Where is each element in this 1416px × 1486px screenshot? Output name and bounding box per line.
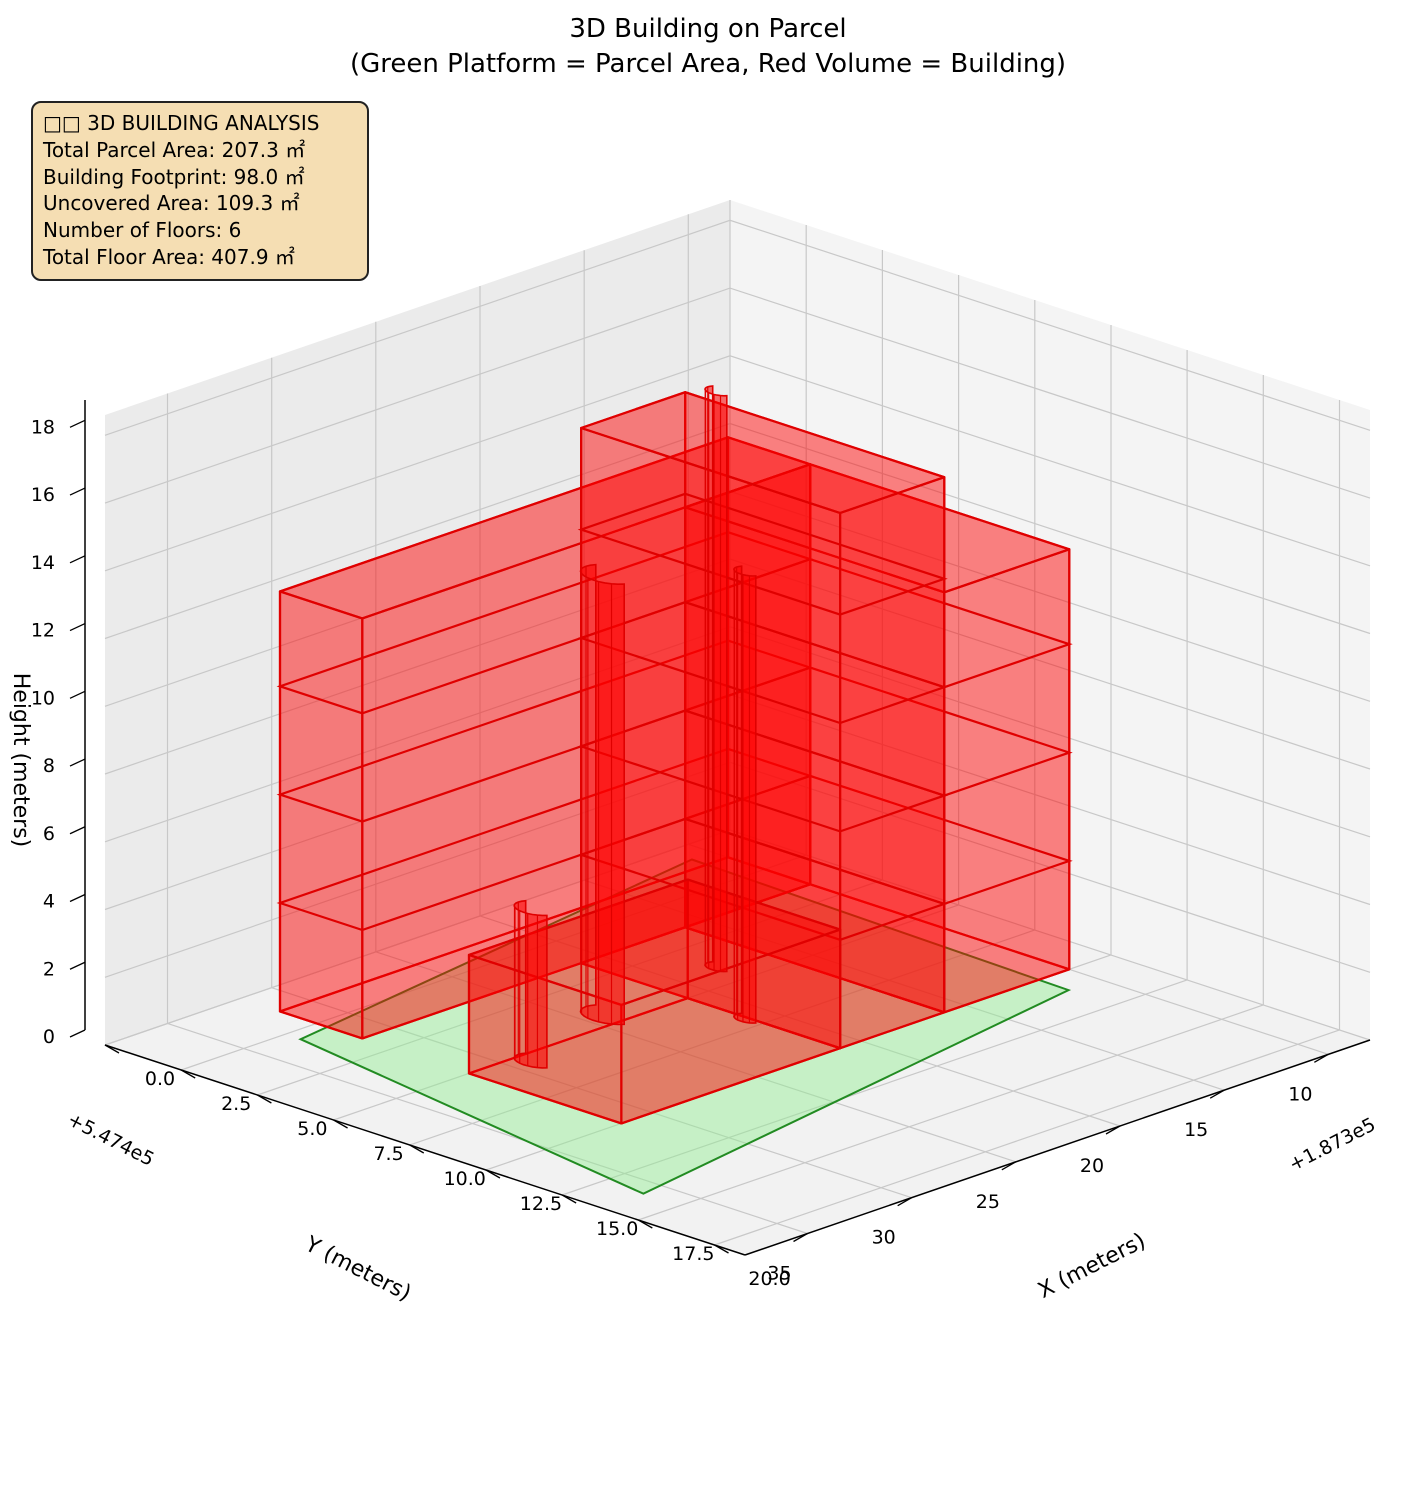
z-tick bbox=[69, 690, 86, 699]
info-building-footprint: Building Footprint: 98.0 ㎡ bbox=[43, 164, 305, 189]
axes-lines bbox=[69, 400, 1371, 1256]
z-tick-label: 14 bbox=[31, 552, 55, 574]
x-tick bbox=[714, 1244, 729, 1254]
chart-title-line-1: 3D Building on Parcel bbox=[569, 14, 846, 44]
y-tick bbox=[793, 1232, 808, 1243]
x-tick-label: 12.5 bbox=[520, 1193, 562, 1215]
x-tick-label: 20.0 bbox=[748, 1268, 790, 1290]
z-tick-label: 16 bbox=[31, 484, 55, 506]
x-offset-label: +1.873e5 bbox=[1285, 1113, 1379, 1175]
z-axis-title: Height (meters) bbox=[8, 673, 33, 848]
building-block-0-floor-line bbox=[276, 747, 814, 932]
y-tick-label: 15 bbox=[1184, 1119, 1208, 1141]
x-tick-label: 5.0 bbox=[297, 1118, 327, 1140]
x-tick bbox=[485, 1169, 501, 1179]
z-tick bbox=[69, 1029, 86, 1038]
grid-line-z bbox=[104, 355, 1371, 572]
y-tick bbox=[1001, 1161, 1017, 1171]
x-tick bbox=[104, 1044, 120, 1054]
z-tick-label: 10 bbox=[31, 687, 55, 709]
z-tick bbox=[69, 826, 86, 835]
y-axis-title: Y (meters) bbox=[300, 1231, 415, 1306]
building-block-2-face-top bbox=[579, 391, 946, 515]
z-tick-label: 2 bbox=[43, 958, 55, 980]
grid-line-z bbox=[104, 761, 1371, 978]
z-tick bbox=[69, 893, 86, 903]
x-axis-title: X (meters) bbox=[1034, 1229, 1149, 1304]
z-tick-label: 12 bbox=[31, 620, 55, 642]
building-block-2-floor-line bbox=[577, 492, 948, 616]
parcel-platform bbox=[298, 858, 1072, 1195]
y-tick bbox=[1314, 1053, 1329, 1063]
x-tick bbox=[638, 1219, 653, 1229]
x-tick bbox=[333, 1119, 348, 1129]
info-box-header: □□ 3D BUILDING ANALYSIS bbox=[43, 111, 320, 135]
building-block-0-face-front-y bbox=[278, 590, 364, 1040]
z-tick-label: 4 bbox=[43, 891, 55, 913]
info-total-floor-area: Total Floor Area: 407.9 ㎡ bbox=[43, 244, 295, 269]
y-tick bbox=[1105, 1125, 1121, 1135]
x-tick-label: 2.5 bbox=[221, 1093, 251, 1115]
grid-line-z bbox=[104, 287, 1371, 504]
axes-grid bbox=[104, 200, 1371, 1246]
info-number-of-floors: Number of Floors: 6 bbox=[43, 218, 242, 243]
y-axis-line bbox=[744, 1039, 1371, 1256]
info-uncovered-area: Uncovered Area: 109.3 ㎡ bbox=[43, 191, 300, 216]
y-tick-label: 30 bbox=[872, 1227, 896, 1249]
y-offset-label: +5.474e5 bbox=[64, 1108, 158, 1170]
y-tick bbox=[897, 1197, 912, 1207]
z-tick bbox=[69, 961, 86, 970]
z-tick bbox=[69, 555, 86, 564]
building-analysis-info-box: □□ 3D BUILDING ANALYSIS Total Parcel Are… bbox=[31, 101, 369, 281]
grid-line-z bbox=[104, 219, 1371, 436]
building-block-0-floor-line bbox=[276, 639, 814, 823]
grid-line-z bbox=[104, 829, 1371, 1046]
x-tick-label: 10.0 bbox=[444, 1168, 486, 1190]
x-tick-label: 17.5 bbox=[672, 1243, 714, 1265]
z-tick-label: 8 bbox=[43, 755, 55, 777]
info-total-parcel-area: Total Parcel Area: 207.3 ㎡ bbox=[43, 137, 306, 162]
parcel-polygon bbox=[298, 858, 1072, 1195]
z-tick bbox=[69, 487, 86, 496]
building-block-0-face-top bbox=[278, 436, 812, 620]
x-tick-label: 0.0 bbox=[145, 1068, 175, 1090]
x-tick bbox=[180, 1069, 196, 1079]
grid-line-z bbox=[104, 422, 1371, 640]
right-wall-pane bbox=[730, 200, 1370, 1040]
building-block-0-floor-line bbox=[276, 531, 814, 715]
x-tick-label: 7.5 bbox=[373, 1143, 403, 1165]
z-tick bbox=[69, 622, 86, 632]
y-tick-label: 20 bbox=[1080, 1155, 1104, 1177]
chart-title-line-2: (Green Platform = Parcel Area, Red Volum… bbox=[350, 49, 1066, 79]
y-tick-label: 25 bbox=[976, 1191, 1000, 1213]
x-tick bbox=[409, 1144, 425, 1154]
x-tick-label: 15.0 bbox=[596, 1218, 638, 1240]
grid-line-z bbox=[104, 626, 1371, 843]
x-tick bbox=[561, 1194, 577, 1204]
z-tick-label: 0 bbox=[43, 1026, 55, 1048]
grid-line-z bbox=[104, 558, 1371, 775]
z-tick bbox=[69, 758, 86, 767]
y-tick-label: 35 bbox=[767, 1263, 791, 1285]
building-block-1-face-front-x bbox=[943, 548, 1071, 1014]
left-wall-pane bbox=[105, 200, 730, 1045]
y-tick bbox=[1209, 1089, 1225, 1099]
z-tick bbox=[69, 419, 86, 428]
z-tick-label: 6 bbox=[43, 823, 55, 845]
y-tick-label: 10 bbox=[1288, 1083, 1312, 1105]
building-volume bbox=[276, 385, 1073, 1125]
z-tick-label: 18 bbox=[31, 416, 55, 438]
x-tick bbox=[257, 1094, 272, 1104]
